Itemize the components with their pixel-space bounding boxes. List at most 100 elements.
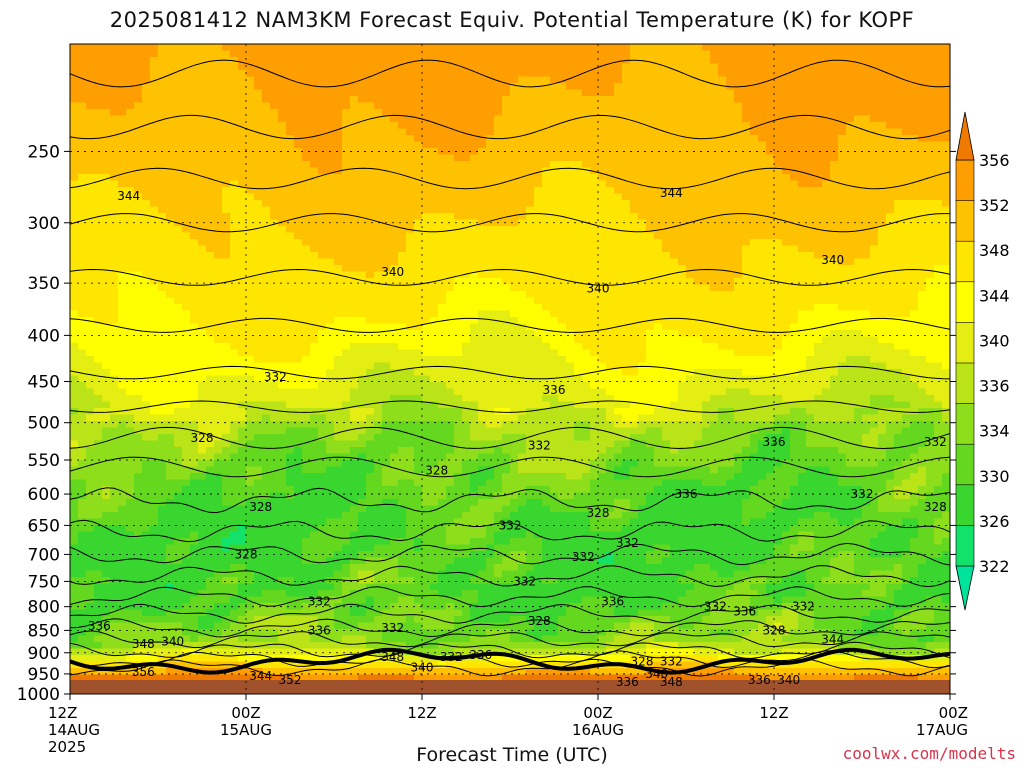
theta-e-cell (302, 421, 311, 429)
theta-e-cell (182, 161, 191, 169)
theta-e-cell (278, 57, 287, 65)
theta-e-cell (406, 642, 415, 650)
theta-e-cell (214, 76, 223, 84)
theta-e-cell (126, 226, 135, 234)
theta-e-cell (262, 128, 271, 136)
theta-e-cell (358, 310, 367, 318)
theta-e-cell (78, 284, 87, 292)
theta-e-cell (126, 479, 135, 487)
theta-e-cell (86, 167, 95, 175)
theta-e-cell (286, 174, 295, 182)
theta-e-cell (310, 544, 319, 552)
theta-e-cell (222, 460, 231, 468)
theta-e-cell (182, 219, 191, 227)
theta-e-cell (166, 544, 175, 552)
theta-e-cell (438, 278, 447, 286)
theta-e-cell (366, 219, 375, 227)
theta-e-cell (246, 245, 255, 253)
theta-e-cell (294, 154, 303, 162)
theta-e-cell (446, 635, 455, 643)
theta-e-cell (278, 499, 287, 507)
theta-e-cell (222, 265, 231, 273)
theta-e-cell (438, 538, 447, 546)
theta-e-cell (134, 252, 143, 260)
theta-e-cell (302, 512, 311, 520)
theta-e-cell (222, 213, 231, 221)
theta-e-cell (310, 668, 319, 676)
theta-e-cell (462, 317, 471, 325)
theta-e-cell (326, 271, 335, 279)
theta-e-cell (326, 479, 335, 487)
theta-e-cell (310, 109, 319, 117)
theta-e-cell (302, 317, 311, 325)
theta-e-cell (414, 174, 423, 182)
theta-e-cell (206, 388, 215, 396)
theta-e-cell (70, 642, 79, 650)
theta-e-cell (406, 76, 415, 84)
theta-e-cell (358, 635, 367, 643)
theta-e-cell (342, 330, 351, 338)
theta-e-cell (150, 76, 159, 84)
theta-e-cell (150, 115, 159, 123)
theta-e-cell (350, 531, 359, 539)
theta-e-cell (454, 349, 463, 357)
theta-e-cell (310, 343, 319, 351)
theta-e-cell (454, 583, 463, 591)
theta-e-cell (150, 414, 159, 422)
theta-e-cell (150, 655, 159, 663)
theta-e-cell (430, 356, 439, 364)
theta-e-cell (230, 401, 239, 409)
theta-e-cell (86, 44, 95, 52)
theta-e-cell (326, 89, 335, 97)
theta-e-cell (334, 44, 343, 52)
theta-e-cell (166, 414, 175, 422)
theta-e-cell (382, 154, 391, 162)
theta-e-cell (310, 96, 319, 104)
theta-e-cell (254, 362, 263, 370)
theta-e-cell (398, 518, 407, 526)
theta-e-cell (414, 44, 423, 52)
theta-e-cell (318, 466, 327, 474)
theta-e-cell (206, 323, 215, 331)
theta-e-cell (438, 531, 447, 539)
theta-e-cell (438, 174, 447, 182)
theta-e-cell (110, 596, 119, 604)
theta-e-cell (246, 213, 255, 221)
theta-e-cell (142, 278, 151, 286)
theta-e-cell (302, 219, 311, 227)
theta-e-cell (110, 141, 119, 149)
theta-e-cell (350, 102, 359, 110)
theta-e-cell (358, 96, 367, 104)
theta-e-cell (126, 252, 135, 260)
theta-e-cell (326, 512, 335, 520)
theta-e-cell (230, 336, 239, 344)
theta-e-cell (390, 440, 399, 448)
theta-e-cell (134, 278, 143, 286)
theta-e-cell (78, 213, 87, 221)
theta-e-cell (278, 226, 287, 234)
theta-e-cell (190, 388, 199, 396)
theta-e-cell (286, 668, 295, 676)
theta-e-cell (430, 109, 439, 117)
theta-e-cell (222, 167, 231, 175)
theta-e-cell (350, 226, 359, 234)
theta-e-cell (158, 479, 167, 487)
theta-e-cell (390, 187, 399, 195)
theta-e-cell (182, 453, 191, 461)
theta-e-cell (382, 629, 391, 637)
theta-e-cell (166, 382, 175, 390)
theta-e-cell (326, 486, 335, 494)
theta-e-cell (446, 518, 455, 526)
theta-e-cell (110, 564, 119, 572)
theta-e-cell (182, 492, 191, 500)
theta-e-cell (86, 674, 95, 682)
theta-e-cell (310, 492, 319, 500)
theta-e-cell (214, 531, 223, 539)
theta-e-cell (86, 63, 95, 71)
theta-e-cell (318, 213, 327, 221)
theta-e-cell (150, 440, 159, 448)
theta-e-cell (406, 50, 415, 58)
theta-e-cell (430, 304, 439, 312)
theta-e-cell (86, 512, 95, 520)
theta-e-cell (78, 122, 87, 130)
